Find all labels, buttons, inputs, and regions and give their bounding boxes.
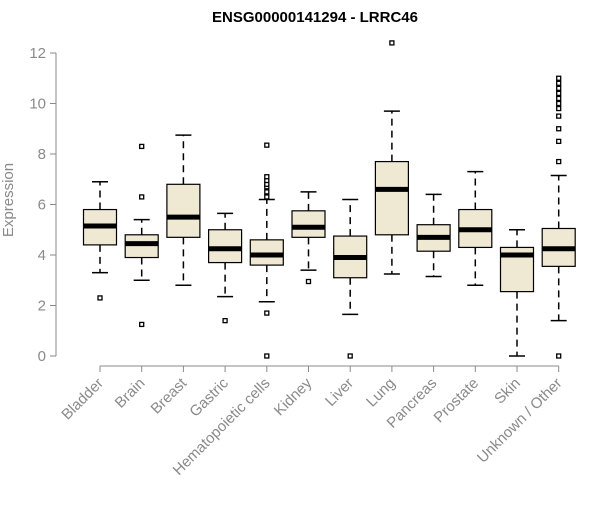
box-group (82, 181, 118, 301)
x-tick-label: Bladder (58, 375, 107, 424)
box-group (291, 191, 326, 285)
outlier-point (264, 194, 270, 200)
box (374, 160, 409, 236)
outlier-point (97, 295, 103, 301)
x-tick-label: Skin (491, 375, 524, 408)
outlier-point (556, 353, 562, 359)
box-group (124, 143, 159, 328)
box-group (416, 193, 451, 278)
outlier-point (347, 353, 353, 359)
x-tick-label: Brain (112, 375, 149, 412)
outlier-point (556, 95, 562, 102)
box (249, 239, 284, 266)
box-group (499, 229, 535, 357)
outlier-point (556, 126, 562, 132)
outlier-point (556, 105, 562, 112)
box-group (166, 134, 201, 287)
outlier-point (264, 174, 270, 180)
box-group (541, 75, 576, 359)
x-tick-label: Breast (148, 374, 191, 417)
outlier-point (264, 353, 270, 359)
y-axis: 0 2 4 6 8 10 12 (29, 45, 57, 365)
y-tick-label: 2 (38, 298, 46, 315)
x-tick-label: Prostate (431, 375, 483, 427)
outlier-point (556, 100, 562, 107)
box-group (208, 212, 243, 324)
box-group (458, 170, 493, 287)
x-tick-label: Lung (363, 375, 399, 411)
outlier-point (556, 90, 562, 97)
y-tick-label: 6 (38, 197, 46, 214)
y-axis-label: Expression (0, 163, 17, 237)
outlier-point (556, 85, 562, 91)
outlier-point (556, 75, 562, 81)
y-tick-label: 4 (38, 247, 46, 264)
x-tick-label: Kidney (271, 374, 316, 419)
outlier-point (305, 278, 312, 285)
box-group (249, 142, 284, 359)
outlier-point (139, 321, 145, 328)
box-group (374, 40, 409, 275)
outlier-point (389, 40, 395, 46)
outlier-point (222, 317, 228, 324)
outlier-point (556, 158, 562, 165)
y-tick-label: 8 (38, 146, 46, 163)
box-group (333, 198, 368, 359)
outlier-point (139, 143, 145, 150)
outlier-point (139, 194, 145, 200)
outlier-point (556, 113, 562, 119)
chart-title: ENSG00000141294 - LRRC46 (212, 9, 418, 26)
y-tick-label: 10 (29, 96, 46, 113)
box (124, 234, 159, 259)
outlier-point (556, 138, 562, 145)
y-tick-label: 12 (29, 45, 46, 62)
box-series (82, 40, 576, 359)
box (208, 229, 243, 264)
outlier-point (556, 80, 562, 86)
box (166, 183, 201, 238)
x-tick-label: Liver (322, 375, 357, 410)
box (291, 210, 326, 238)
y-tick-label: 0 (38, 348, 46, 365)
outlier-point (264, 142, 270, 148)
outlier-point (264, 189, 270, 195)
outlier-point (264, 310, 270, 316)
